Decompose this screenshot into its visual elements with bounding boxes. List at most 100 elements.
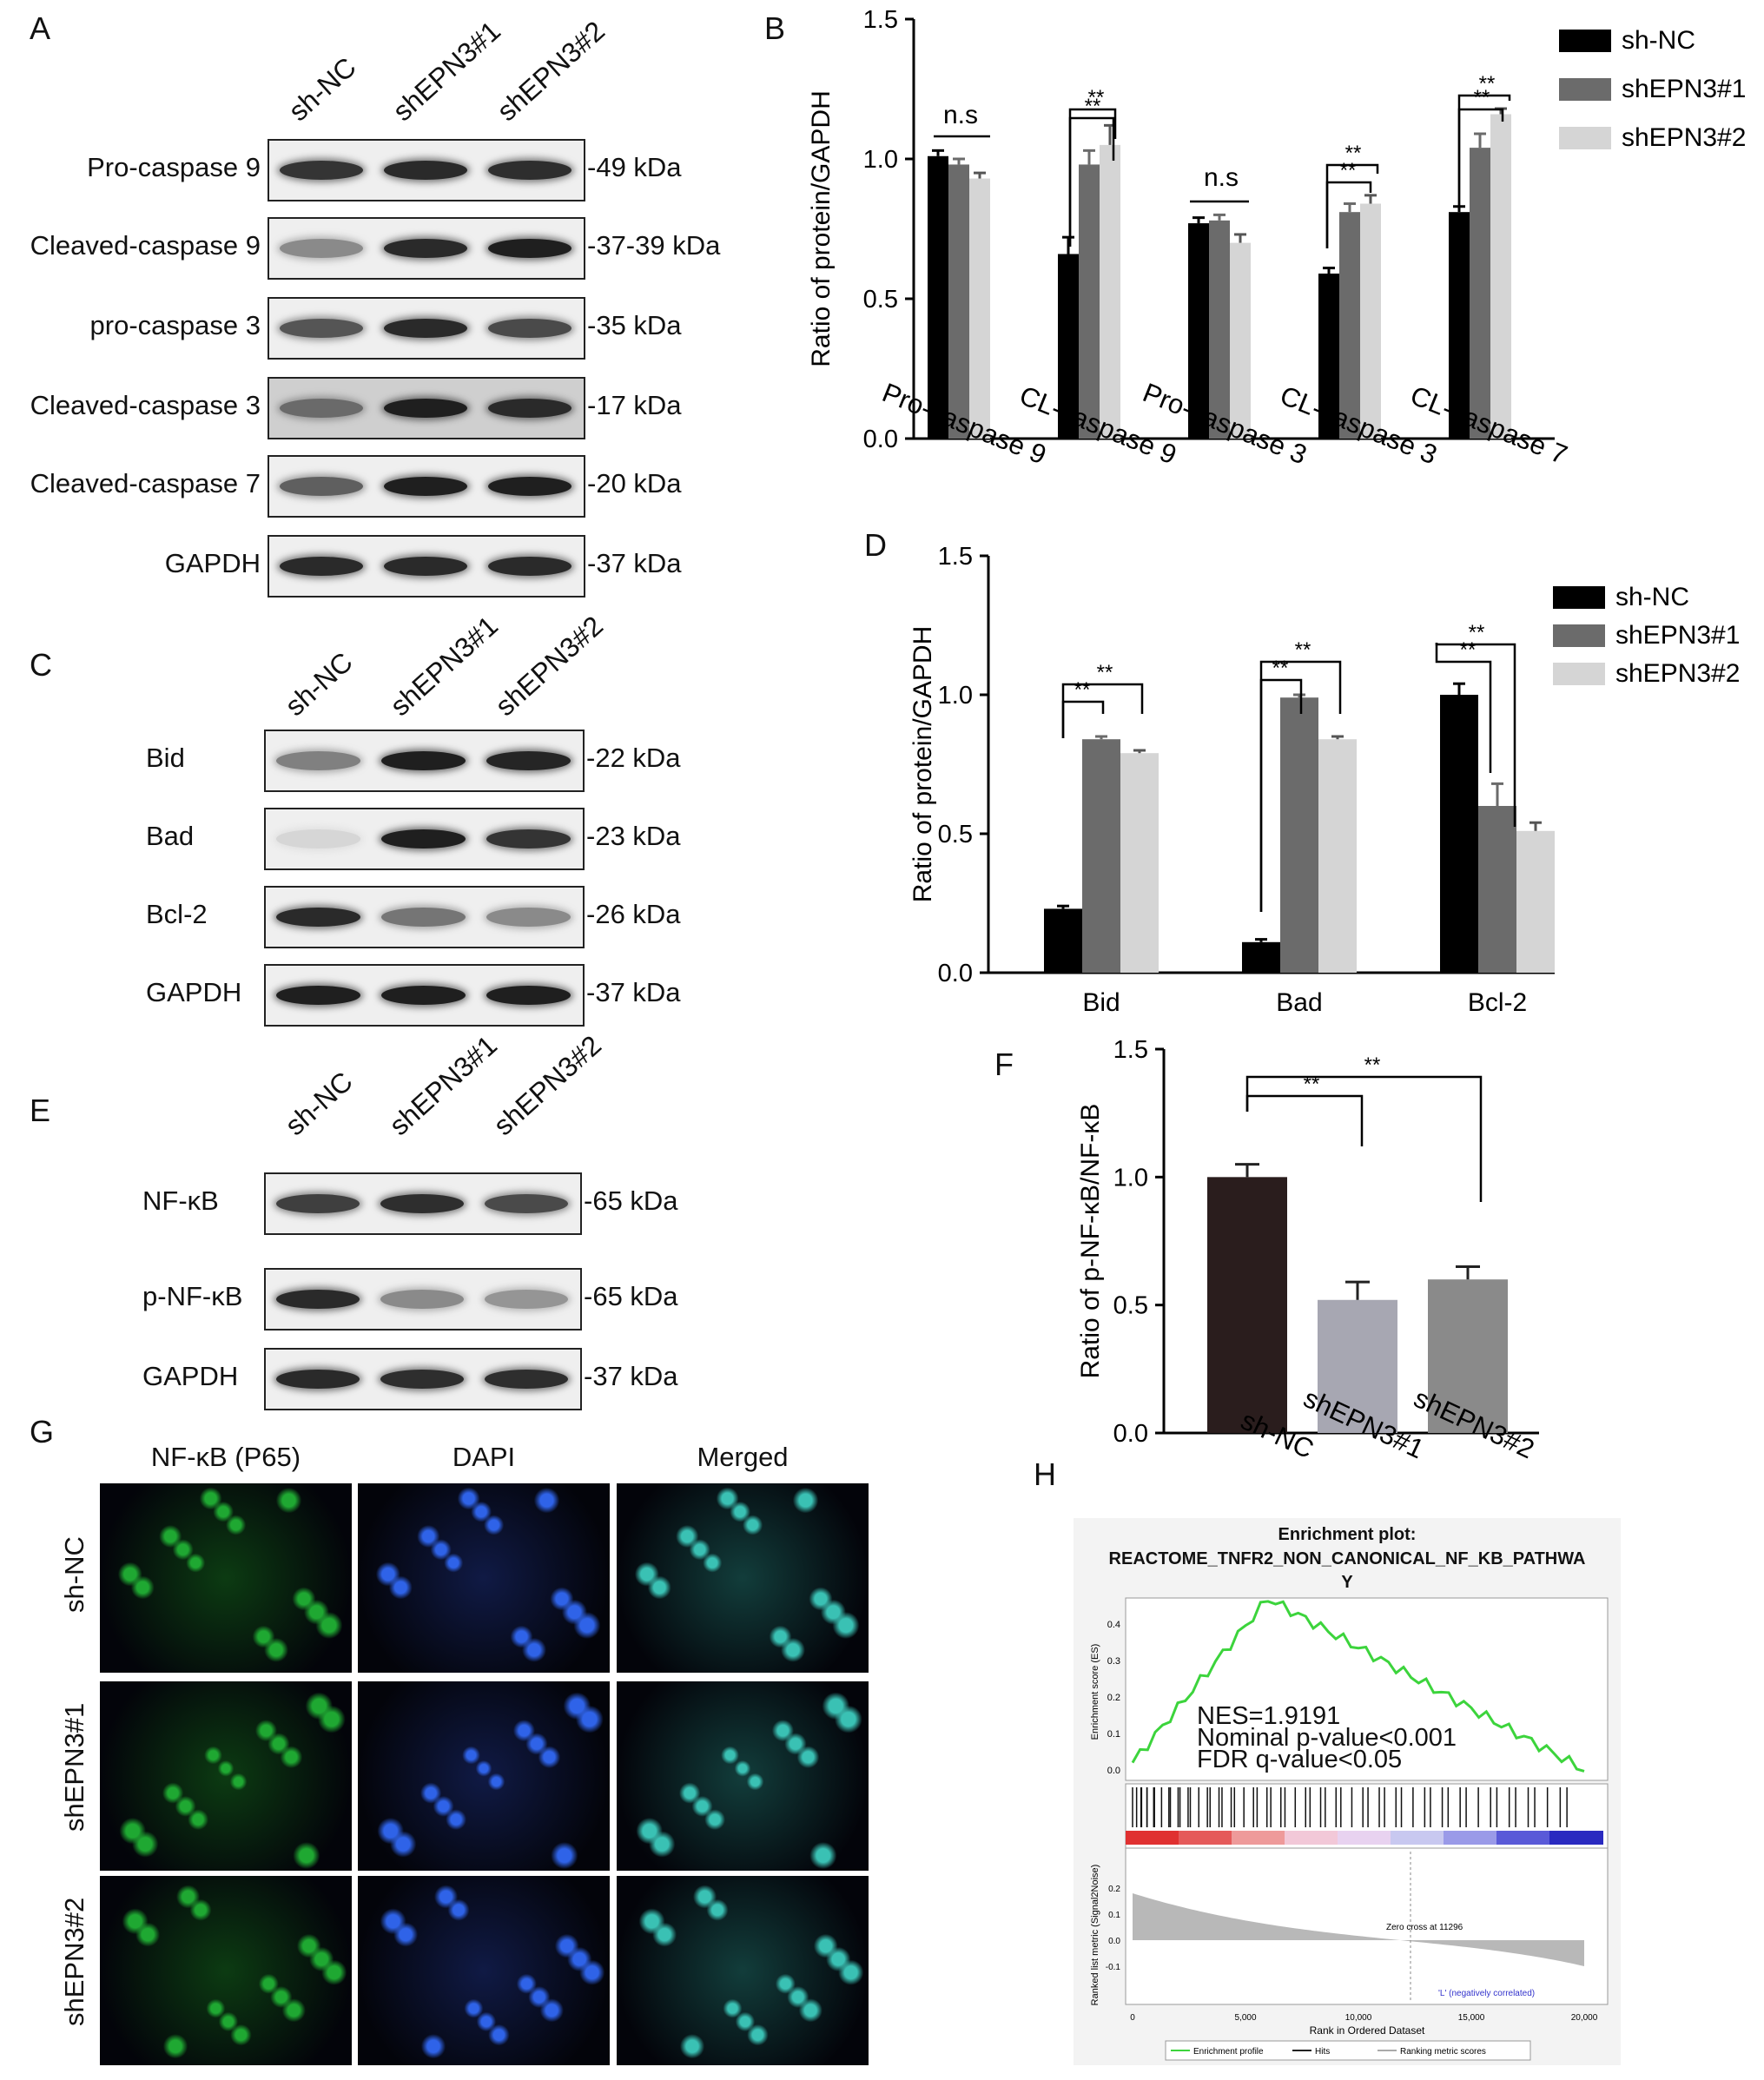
blot-kda-label: -20 kDa bbox=[587, 468, 682, 499]
zero-cross-label: Zero cross at 11296 bbox=[1386, 1923, 1463, 1932]
blot-band bbox=[384, 239, 467, 258]
bar bbox=[1100, 144, 1120, 439]
bar bbox=[1209, 220, 1230, 439]
significance-bracket bbox=[1457, 94, 1511, 207]
es-axis-label: Enrichment score (ES) bbox=[1090, 1644, 1100, 1740]
rank-colorbar-segment bbox=[1549, 1831, 1603, 1845]
blot-kda-label: -65 kDa bbox=[584, 1185, 678, 1216]
y-tick-label: 1.0 bbox=[1113, 1164, 1148, 1192]
y-axis-label: Ratio of protein/GAPDH bbox=[807, 90, 836, 366]
blot-row-label: Pro-caspase 9 bbox=[87, 152, 261, 182]
blot-band bbox=[276, 829, 360, 849]
blot-strip bbox=[268, 297, 585, 360]
bar bbox=[1449, 212, 1470, 439]
blot-band bbox=[485, 1194, 568, 1213]
blot-band bbox=[488, 239, 571, 258]
rank-tick-label: 10,000 bbox=[1345, 2013, 1372, 2023]
significance-bracket bbox=[1435, 643, 1516, 827]
x-tick-label: Bad bbox=[1276, 988, 1322, 1017]
blot-band bbox=[384, 161, 467, 180]
rank-colorbar-segment bbox=[1496, 1831, 1550, 1845]
gsea-legend-label: Hits bbox=[1315, 2047, 1330, 2057]
blot-kda-label: -22 kDa bbox=[586, 743, 681, 773]
legend-swatch bbox=[1559, 78, 1611, 101]
micro-column-header: Merged bbox=[697, 1442, 789, 1472]
micro-image bbox=[617, 1876, 869, 2065]
significance-label: ** bbox=[1074, 678, 1091, 702]
significance-label: ** bbox=[1295, 638, 1311, 662]
enrichment-profile-line bbox=[1131, 1600, 1585, 1773]
x-tick-label: Bid bbox=[1082, 988, 1120, 1017]
gsea-legend-label: Ranking metric scores bbox=[1400, 2047, 1486, 2057]
y-tick-label: 0.0 bbox=[863, 426, 898, 453]
panel-letter-a: A bbox=[30, 10, 51, 46]
blot-row-label: p-NF-κB bbox=[142, 1281, 243, 1311]
blot-row-label: Bid bbox=[146, 743, 185, 773]
gsea-title-line3: Y bbox=[1341, 1573, 1353, 1592]
y-tick-label: 1.5 bbox=[938, 543, 973, 571]
rank-colorbar-segment bbox=[1391, 1831, 1444, 1845]
bar bbox=[1079, 164, 1100, 439]
es-frame bbox=[1125, 1597, 1609, 1781]
blot-band bbox=[488, 399, 571, 418]
significance-bracket bbox=[1259, 660, 1342, 912]
blot-strip bbox=[268, 377, 585, 439]
blot-band bbox=[485, 1290, 568, 1309]
blot-band bbox=[381, 751, 466, 770]
blot-band bbox=[488, 319, 571, 338]
micro-image bbox=[617, 1681, 869, 1871]
bar bbox=[1082, 739, 1120, 973]
blot-band bbox=[276, 751, 360, 770]
blot-kda-label: -65 kDa bbox=[584, 1281, 678, 1311]
blot-band bbox=[485, 1370, 568, 1389]
y-tick-label: 0.0 bbox=[1113, 1420, 1148, 1448]
blot-strip bbox=[264, 730, 585, 792]
blot-row-label: Cleaved-caspase 7 bbox=[30, 468, 261, 499]
rank-colorbar-segment bbox=[1126, 1831, 1179, 1845]
legend-label: shEPN3#2 bbox=[1615, 659, 1740, 688]
bar bbox=[928, 155, 948, 439]
significance-label: ** bbox=[1272, 657, 1289, 680]
blot-row-label: pro-caspase 3 bbox=[89, 310, 261, 340]
y-tick-label: 1.5 bbox=[863, 6, 898, 34]
blot-band bbox=[280, 161, 363, 180]
micro-image bbox=[358, 1876, 610, 2065]
blot-strip bbox=[264, 886, 585, 948]
blot-band bbox=[381, 829, 466, 849]
blot-band bbox=[380, 1290, 464, 1309]
legend-swatch bbox=[1553, 586, 1605, 609]
significance-label: ** bbox=[1469, 621, 1485, 644]
y-tick-label: 0.5 bbox=[938, 821, 973, 849]
blot-band bbox=[486, 829, 571, 849]
panel-letter-b: B bbox=[764, 10, 786, 46]
metric-axis-label: Ranked list metric (Signal2Noise) bbox=[1090, 1865, 1100, 2006]
bar bbox=[1490, 114, 1511, 439]
significance-label: ** bbox=[1097, 661, 1113, 684]
y-tick-label: 1.0 bbox=[863, 146, 898, 174]
rank-tick-label: 15,000 bbox=[1458, 2013, 1485, 2023]
blot-band bbox=[384, 477, 467, 496]
bar bbox=[1318, 739, 1357, 973]
rank-colorbar-segment bbox=[1285, 1831, 1338, 1845]
bar bbox=[1120, 753, 1159, 973]
gsea-title-line2: REACTOME_TNFR2_NON_CANONICAL_NF_KB_PATHW… bbox=[1108, 1549, 1586, 1568]
bar bbox=[1339, 212, 1360, 439]
micro-image bbox=[617, 1483, 869, 1673]
blot-row-label: NF-κB bbox=[142, 1185, 219, 1216]
metric-tick-label: 0.1 bbox=[1108, 1911, 1120, 1920]
y-tick-label: 1.0 bbox=[938, 682, 973, 710]
significance-bracket bbox=[1245, 1094, 1364, 1146]
bar bbox=[969, 178, 990, 439]
blot-strip bbox=[264, 1172, 582, 1235]
blot-strip bbox=[264, 1268, 582, 1331]
significance-label: n.s bbox=[1204, 163, 1239, 192]
legend-label: shEPN3#2 bbox=[1622, 123, 1746, 152]
blot-band bbox=[384, 557, 467, 576]
bar bbox=[1440, 695, 1478, 973]
bar bbox=[948, 164, 969, 439]
micro-image bbox=[100, 1876, 352, 2065]
bar bbox=[1188, 223, 1209, 439]
micro-image bbox=[100, 1681, 352, 1871]
significance-label: ** bbox=[1085, 95, 1101, 118]
